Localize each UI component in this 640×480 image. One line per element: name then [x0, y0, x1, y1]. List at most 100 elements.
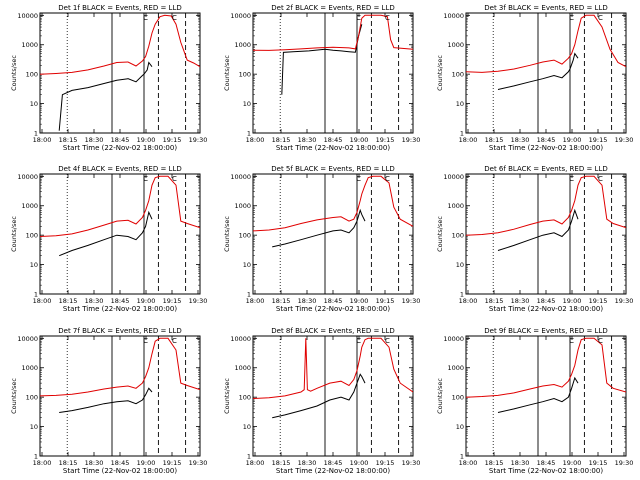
plot-frame [465, 12, 627, 134]
y-tick-label: 1 [247, 130, 251, 138]
x-tick-label: 19:30 [189, 136, 208, 144]
series-line-lld [253, 337, 413, 399]
x-tick-label: 19:30 [189, 459, 208, 467]
x-axis-label: Start Time (22-Nov-02 18:00:00) [489, 144, 603, 152]
y-tick-label: 1 [247, 291, 251, 299]
x-axis-label: Start Time (22-Nov-02 18:00:00) [63, 467, 177, 475]
x-tick-label: 19:15 [376, 136, 395, 144]
series-line-events [497, 376, 579, 413]
annotation-label: C [143, 337, 148, 345]
y-tick-label: 10 [243, 261, 251, 269]
panel-9: Det 9f BLACK = Events, RED = LLD 1 10 100 10… [436, 327, 633, 475]
y-tick-label: 1000 [447, 41, 464, 49]
x-tick-label: 18:45 [537, 459, 556, 467]
x-tick-label: 19:30 [402, 297, 421, 305]
annotation-label: C [598, 337, 603, 345]
x-tick-label: 19:00 [563, 136, 582, 144]
series-line-events [272, 208, 366, 248]
y-axis-label: Counts/sec [10, 378, 18, 414]
series-line-lld [466, 14, 626, 73]
y-tick-label: 100 [26, 71, 38, 79]
annotation-label: C [356, 175, 361, 183]
x-tick-label: 19:00 [137, 297, 156, 305]
y-tick-label: 1 [247, 453, 251, 461]
x-tick-label: 18:00 [246, 459, 265, 467]
plot-frame [252, 173, 414, 295]
y-tick-label: 1 [34, 130, 38, 138]
annotation-label: C [598, 14, 603, 22]
y-axis-label: Counts/sec [436, 378, 444, 414]
x-tick-label: 18:00 [246, 297, 265, 305]
y-tick-label: 1000 [234, 364, 251, 372]
panel-title: Det 6f BLACK = Events, RED = LLD [484, 165, 607, 173]
x-tick-label: 19:00 [137, 136, 156, 144]
y-tick-label: 1000 [21, 364, 38, 372]
x-tick-label: 19:30 [615, 136, 634, 144]
panel-title: Det 7f BLACK = Events, RED = LLD [58, 327, 181, 335]
x-tick-label: 18:15 [59, 459, 78, 467]
x-tick-label: 18:00 [246, 136, 265, 144]
x-tick-label: 18:15 [272, 459, 291, 467]
annotation-label: C [356, 14, 361, 22]
panel-title: Det 4f BLACK = Events, RED = LLD [58, 165, 181, 173]
series-line-lld [40, 14, 200, 75]
panel-title: Det 1f BLACK = Events, RED = LLD [58, 4, 181, 12]
marker-lines [466, 174, 626, 294]
x-tick-label: 19:15 [376, 297, 395, 305]
x-tick-label: 19:00 [350, 459, 369, 467]
x-tick-label: 18:30 [511, 459, 530, 467]
x-tick-label: 19:30 [402, 459, 421, 467]
x-axis-label: Start Time (22-Nov-02 18:00:00) [276, 305, 390, 313]
x-tick-label: 18:45 [324, 297, 343, 305]
marker-lines [253, 174, 413, 294]
y-tick-label: 10 [30, 261, 38, 269]
y-tick-label: 1 [34, 291, 38, 299]
x-tick-label: 18:15 [272, 136, 291, 144]
marker-lines [466, 336, 626, 456]
x-tick-label: 18:30 [85, 459, 104, 467]
y-axis-label: Counts/sec [223, 216, 231, 252]
marker-lines [253, 336, 413, 456]
y-tick-label: 10 [456, 100, 464, 108]
series-line-lld [40, 337, 200, 397]
panel-8: Det 8f BLACK = Events, RED = LLD 1 10 100 10… [223, 327, 420, 475]
y-tick-label: 100 [452, 71, 464, 79]
y-axis-label: Counts/sec [223, 55, 231, 91]
y-axis-label: Counts/sec [223, 378, 231, 414]
y-tick-label: 100 [239, 232, 251, 240]
panel-7: Det 7f BLACK = Events, RED = LLD 1 10 100 10… [10, 327, 207, 475]
y-tick-label: 10000 [443, 12, 464, 20]
x-axis-label: Start Time (22-Nov-02 18:00:00) [276, 144, 390, 152]
x-tick-label: 18:30 [85, 136, 104, 144]
series-line-events [497, 52, 579, 90]
y-tick-label: 10 [30, 100, 38, 108]
series-line-events [497, 208, 579, 251]
y-axis-label: Counts/sec [10, 216, 18, 252]
x-tick-label: 18:30 [511, 136, 530, 144]
x-tick-label: 19:00 [350, 136, 369, 144]
marker-lines [253, 13, 413, 133]
x-tick-label: 18:15 [272, 297, 291, 305]
y-tick-label: 10 [243, 100, 251, 108]
marker-lines [40, 174, 200, 294]
x-tick-label: 19:00 [350, 297, 369, 305]
y-tick-label: 1000 [21, 202, 38, 210]
series-line-lld [466, 175, 626, 236]
y-tick-label: 1 [34, 453, 38, 461]
x-tick-label: 19:00 [563, 459, 582, 467]
annotation-label: C [356, 337, 361, 345]
annotation-label: C [172, 14, 177, 22]
y-tick-label: 1000 [234, 41, 251, 49]
y-tick-label: 10000 [230, 12, 251, 20]
y-tick-label: 10000 [230, 335, 251, 343]
x-tick-label: 18:00 [459, 136, 478, 144]
y-tick-label: 1 [460, 453, 464, 461]
x-tick-label: 18:00 [459, 297, 478, 305]
x-tick-label: 18:45 [537, 136, 556, 144]
y-tick-label: 1000 [447, 202, 464, 210]
plot-frame [39, 173, 201, 295]
plot-frame [252, 335, 414, 457]
x-tick-label: 18:45 [324, 459, 343, 467]
x-tick-label: 18:30 [298, 459, 317, 467]
